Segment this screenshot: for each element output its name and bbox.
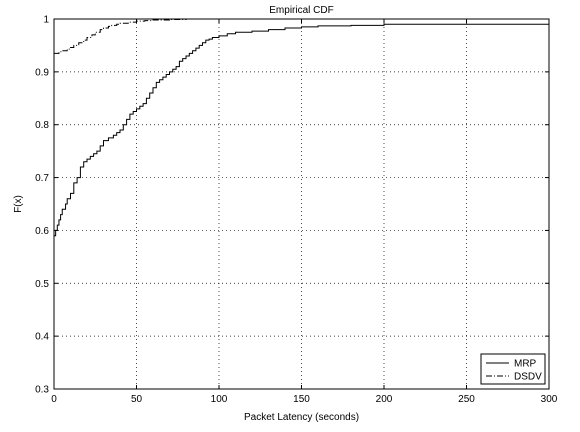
y-tick-label: 0.7 (35, 173, 49, 184)
chart-title: Empirical CDF (269, 5, 333, 16)
x-axis-label: Packet Latency (seconds) (244, 412, 359, 423)
x-tick-label: 250 (458, 394, 475, 405)
tick-marks (53, 18, 550, 390)
x-tick-label: 100 (211, 394, 228, 405)
legend: MRP DSDV (480, 353, 546, 385)
series-lines (54, 18, 549, 237)
legend-label-mrp: MRP (514, 359, 537, 370)
y-tick-label: 1 (43, 15, 49, 26)
y-tick-label: 0.4 (35, 332, 49, 343)
y-tick-label: 0.8 (35, 120, 49, 131)
grid-lines (54, 19, 549, 389)
series-line-dsdv (54, 18, 203, 54)
y-tick-label: 0.3 (35, 385, 49, 396)
x-tick-label: 0 (51, 394, 57, 405)
y-tick-label: 0.9 (35, 67, 49, 78)
legend-label-dsdv: DSDV (514, 372, 542, 383)
series-line-mrp (54, 23, 549, 237)
y-tick-label: 0.5 (35, 279, 49, 290)
y-tick-label: 0.6 (35, 226, 49, 237)
x-tick-label: 150 (293, 394, 310, 405)
legend-box (480, 353, 546, 385)
x-tick-label: 50 (131, 394, 143, 405)
y-axis-label: F(x) (13, 195, 24, 213)
tick-labels: 0 50 100 150 200 250 300 0.3 0.4 0.5 0.6 0.7 0.8 0.9 1 (35, 15, 558, 406)
x-tick-label: 300 (541, 394, 558, 405)
x-tick-label: 200 (376, 394, 393, 405)
